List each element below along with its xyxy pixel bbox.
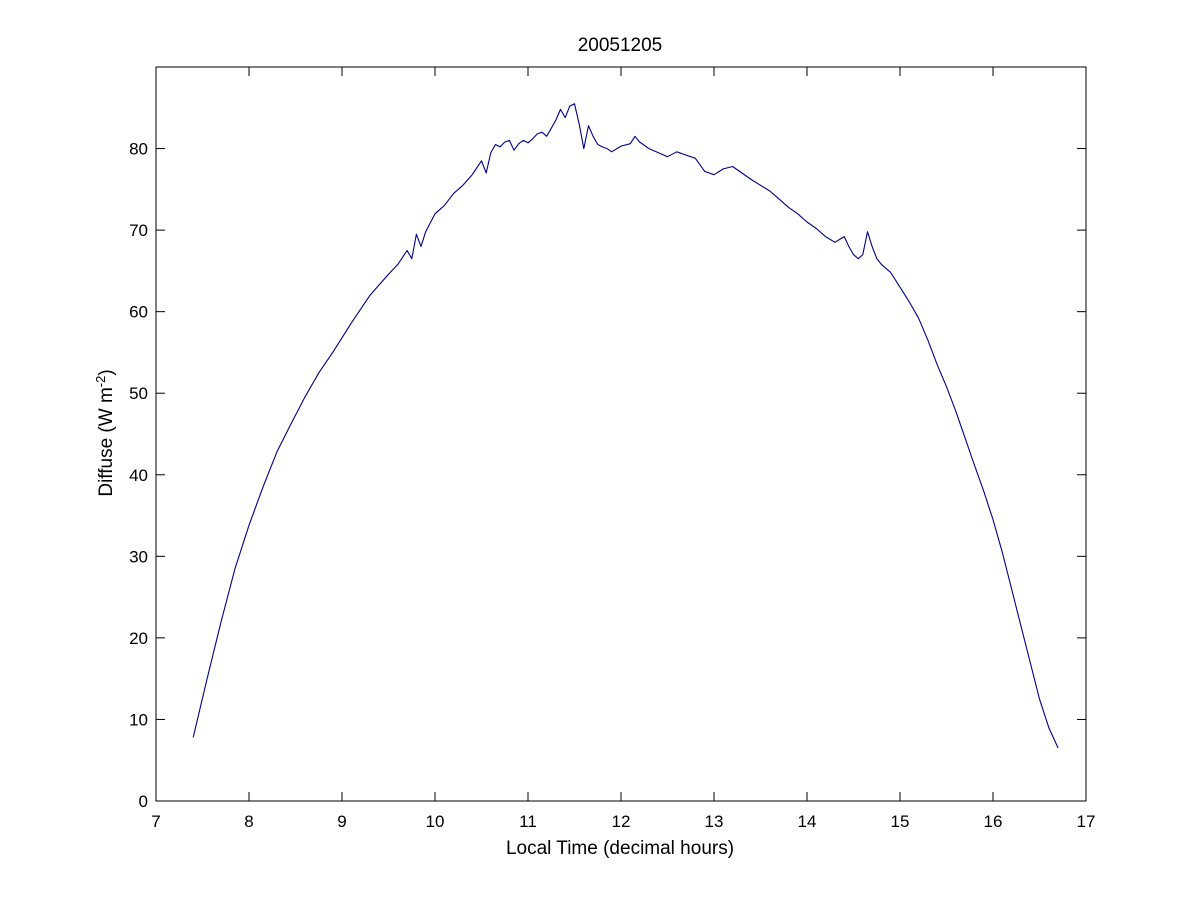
y-tick-label: 30 <box>129 547 148 566</box>
y-tick-label: 80 <box>129 140 148 159</box>
plot-frame <box>155 66 1087 802</box>
x-axis-label: Local Time (decimal hours) <box>506 838 734 859</box>
x-tick-label: 16 <box>984 812 1003 831</box>
y-tick-label: 0 <box>139 792 148 811</box>
x-tick-label: 9 <box>337 812 346 831</box>
x-tick-label: 14 <box>798 812 817 831</box>
x-tick-label: 8 <box>244 812 253 831</box>
y-tick-label: 70 <box>129 221 148 240</box>
x-tick-label: 10 <box>426 812 445 831</box>
x-tick-label: 15 <box>891 812 910 831</box>
y-tick-label: 60 <box>129 303 148 322</box>
x-tick-label: 17 <box>1077 812 1096 831</box>
y-axis-label-main: Diffuse (W m <box>96 387 117 496</box>
x-tick-label: 13 <box>705 812 724 831</box>
y-axis-label-close: ) <box>96 369 117 375</box>
axes-layer <box>155 66 1087 802</box>
x-tick-label: 11 <box>519 812 537 831</box>
chart-title: 20051205 <box>578 35 663 56</box>
x-tick-label: 7 <box>151 812 160 831</box>
y-tick-label: 20 <box>129 629 148 648</box>
y-axis-label: Diffuse (W m-2) <box>93 369 118 496</box>
series-line-diffuse <box>192 103 1059 749</box>
y-tick-label: 50 <box>129 384 148 403</box>
ticks-layer: 7 8 9 10 11 12 13 14 15 16 17 0 10 20 30 40 50 60 70 80 <box>129 67 1095 831</box>
x-tick-label: 12 <box>612 812 631 831</box>
series-layer <box>192 103 1059 749</box>
y-tick-label: 10 <box>129 710 148 729</box>
y-axis-label-exponent: -2 <box>93 376 108 388</box>
y-tick-label: 40 <box>129 466 148 485</box>
